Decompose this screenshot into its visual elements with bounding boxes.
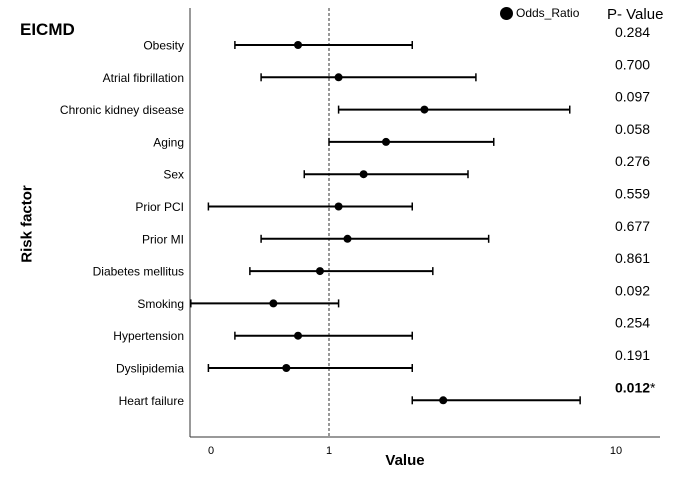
risk-factor-label: Sex bbox=[163, 168, 184, 182]
risk-factor-label: Chronic kidney disease bbox=[60, 103, 184, 117]
odds-ratio-point bbox=[382, 137, 391, 146]
significance-marker: * bbox=[650, 379, 656, 395]
odds-ratio-point bbox=[359, 170, 368, 179]
risk-factor-label: Atrial fibrillation bbox=[103, 71, 184, 85]
p-value: 0.191 bbox=[615, 347, 650, 363]
odds-ratio-point bbox=[294, 331, 303, 340]
odds-ratio-point bbox=[420, 105, 429, 114]
x-tick-label: 0 bbox=[208, 445, 214, 457]
odds-ratio-point bbox=[334, 73, 343, 82]
p-value: 0.058 bbox=[615, 121, 650, 137]
p-value-number: 0.012 bbox=[615, 379, 650, 395]
p-value: 0.012* bbox=[615, 379, 656, 395]
x-axis-title: Value bbox=[385, 452, 425, 469]
risk-factor-label: Obesity bbox=[143, 39, 184, 53]
odds-ratio-point bbox=[294, 41, 303, 49]
risk-factor-label: Heart failure bbox=[119, 394, 185, 408]
p-value: 0.677 bbox=[615, 218, 650, 234]
odds-ratio-point bbox=[439, 396, 448, 405]
risk-factor-label: Dyslipidemia bbox=[116, 362, 184, 376]
legend-marker-icon bbox=[500, 6, 513, 20]
panel-title: EICMD bbox=[20, 20, 75, 39]
p-value: 0.254 bbox=[615, 315, 650, 331]
p-value: 0.276 bbox=[615, 153, 650, 169]
odds-ratio-point bbox=[269, 299, 278, 308]
p-value: 0.861 bbox=[615, 250, 650, 266]
risk-factor-label: Diabetes mellitus bbox=[93, 265, 184, 279]
legend: Odds_Ratio bbox=[500, 6, 579, 20]
odds-ratio-point bbox=[315, 267, 324, 276]
legend-label: Odds_Ratio bbox=[516, 6, 580, 20]
risk-factor-label: Hypertension bbox=[113, 329, 184, 343]
p-value: 0.559 bbox=[615, 186, 650, 202]
risk-factor-label: Smoking bbox=[137, 297, 184, 311]
p-value: 0.284 bbox=[615, 24, 650, 40]
odds-ratio-point bbox=[282, 364, 291, 372]
odds-ratio-point bbox=[334, 202, 343, 211]
p-value-header: P- Value bbox=[607, 6, 664, 23]
risk-factor-label: Prior MI bbox=[142, 232, 184, 246]
odds-ratio-point bbox=[343, 234, 352, 243]
risk-factor-label: Aging bbox=[153, 135, 184, 149]
x-tick-label: 1 bbox=[326, 445, 332, 457]
risk-factor-label: Prior PCI bbox=[135, 200, 184, 214]
p-value: 0.097 bbox=[615, 89, 650, 105]
p-value: 0.700 bbox=[615, 56, 650, 72]
p-value: 0.092 bbox=[615, 282, 650, 298]
x-tick-label: 10 bbox=[610, 445, 622, 457]
